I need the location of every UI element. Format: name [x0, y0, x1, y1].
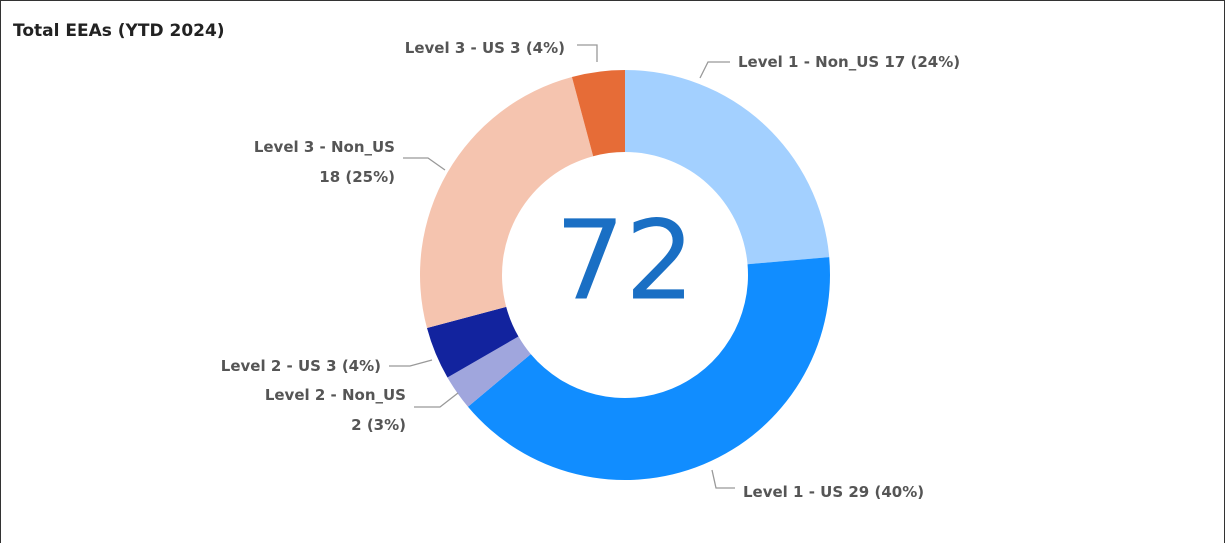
- leader-line: [699, 61, 730, 79]
- donut-slice: [426, 306, 519, 378]
- donut-slice: [625, 70, 830, 265]
- donut-slice: [420, 76, 594, 329]
- slice-label: Level 1 - Non_US 17 (24%): [738, 53, 960, 71]
- slice-name: Level 2 - US: [221, 357, 321, 375]
- chart-title: Total EEAs (YTD 2024): [13, 21, 225, 41]
- slice-value: 3 (4%): [321, 357, 381, 375]
- slice-name: Level 2 - Non_US: [265, 386, 406, 404]
- leader-line: [389, 359, 433, 367]
- slice-value: 3 (4%): [505, 39, 565, 57]
- donut-slice: [467, 257, 830, 481]
- leader-line: [711, 469, 735, 489]
- slice-value: 17 (24%): [879, 53, 960, 71]
- center-total: 72: [555, 196, 695, 324]
- donut-slice: [447, 336, 531, 407]
- slice-name: Level 1 - Non_US: [738, 53, 879, 71]
- slice-label: Level 3 - US 3 (4%): [405, 39, 565, 57]
- slice-label: Level 2 - US 3 (4%): [221, 357, 381, 375]
- slice-name: Level 1 - US: [743, 483, 843, 501]
- donut-slice: [571, 70, 625, 157]
- slice-label: Level 1 - US 29 (40%): [743, 483, 924, 501]
- slice-name: Level 3 - US: [405, 39, 505, 57]
- leader-line: [414, 392, 459, 408]
- leader-line: [403, 157, 446, 171]
- slice-label: Level 3 - Non_US 18 (25%): [254, 138, 395, 186]
- leader-line: [577, 44, 598, 62]
- slice-value: 29 (40%): [843, 483, 924, 501]
- slice-label: Level 2 - Non_US 2 (3%): [265, 386, 406, 434]
- slice-value: 2 (3%): [351, 416, 406, 434]
- slice-name: Level 3 - Non_US: [254, 138, 395, 156]
- slice-value: 18 (25%): [319, 168, 395, 186]
